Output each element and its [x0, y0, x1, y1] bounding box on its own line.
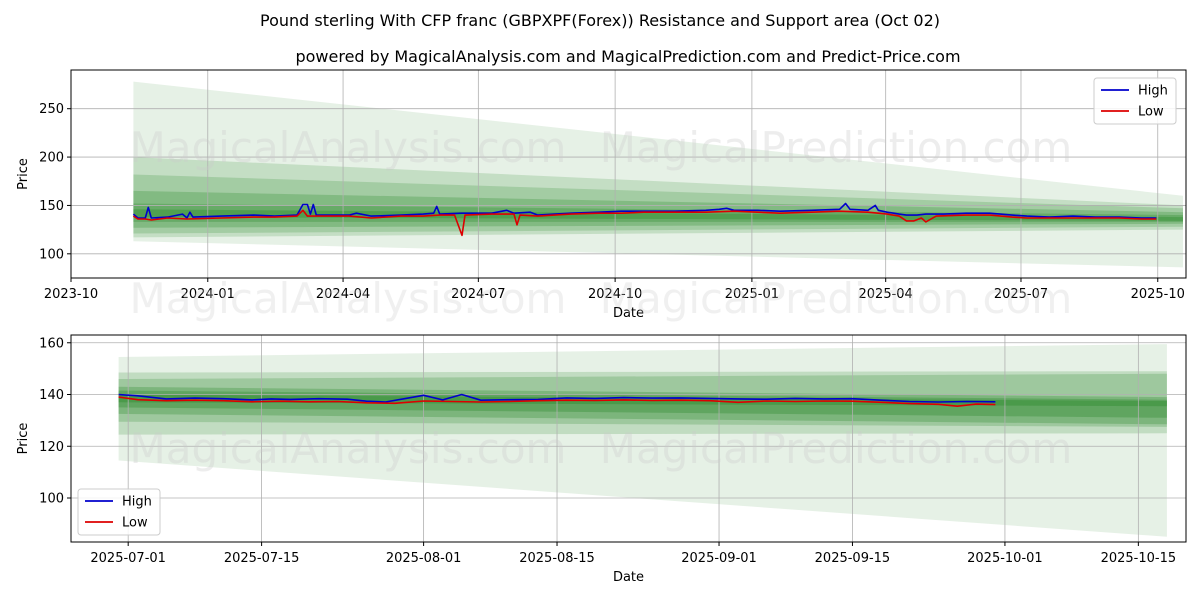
band-0 [133, 81, 1183, 268]
x-tick-label: 2025-08-15 [519, 551, 595, 566]
y-tick-label: 100 [39, 492, 64, 507]
series-group [132, 202, 1157, 237]
x-tick-label: 2025-08-01 [386, 551, 462, 566]
x-tick-label: 2025-04 [859, 287, 913, 302]
legend-label-low: Low [122, 516, 148, 531]
band-group [133, 81, 1183, 268]
series-line-low [132, 209, 1157, 237]
x-tick-label: 2024-07 [451, 287, 505, 302]
watermark-prediction: MagicalPrediction.com [600, 123, 1073, 172]
legend-label-high: High [122, 495, 152, 510]
x-tick-label: 2025-10 [1131, 287, 1185, 302]
x-tick-label: 2025-10-01 [967, 551, 1043, 566]
tick-group: 2023-10 2024-01 2024-04 2024-07 2024-10 2025-… [39, 102, 1185, 302]
x-tick-label: 2025-09-15 [815, 551, 891, 566]
x-tick-label: 2025-07 [994, 287, 1048, 302]
y-tick-label: 250 [39, 102, 64, 117]
x-tick-label: 2025-09-01 [681, 551, 757, 566]
axes-frame [70, 69, 1187, 279]
tick-group: 2025-07-01 2025-07-15 2025-08-01 2025-08-15… [39, 336, 1176, 566]
band-0 [118, 344, 1167, 537]
bottom-panel: MagicalAnalysis.com MagicalPrediction.co… [16, 274, 1187, 585]
series-group [118, 393, 996, 408]
watermark-analysis: MagicalAnalysis.com [130, 274, 567, 323]
chart-title: Pound sterling With CFP franc (GBPXPF(Fo… [260, 11, 940, 30]
x-tick-label: 2025-07-01 [90, 551, 166, 566]
y-tick-label: 160 [39, 336, 64, 351]
chart-subtitle: powered by MagicalAnalysis.com and Magic… [295, 47, 960, 66]
x-axis-label: Date [613, 570, 644, 585]
x-tick-label: 2024-10 [588, 287, 642, 302]
y-tick-label: 120 [39, 440, 64, 455]
band-3 [118, 386, 1167, 425]
legend-label-low: Low [1138, 105, 1164, 120]
legend: High Low [77, 488, 161, 536]
band-1 [133, 157, 1183, 238]
x-tick-label: 2024-01 [181, 287, 235, 302]
series-line-low [118, 396, 996, 408]
y-axis-label: Price [16, 158, 31, 190]
band-1 [118, 371, 1167, 435]
watermark-prediction: MagicalPrediction.com [600, 274, 1073, 323]
top-panel: MagicalAnalysis.com MagicalPrediction.co… [16, 69, 1187, 321]
series-line-high [118, 393, 996, 403]
x-tick-label: 2025-01 [725, 287, 779, 302]
y-tick-label: 100 [39, 247, 64, 262]
grid-group [71, 335, 1186, 542]
axes-frame [70, 334, 1187, 543]
y-axis-label: Price [16, 423, 31, 455]
legend-label-high: High [1138, 84, 1168, 99]
series-line-high [132, 202, 1157, 219]
x-axis-label: Date [613, 306, 644, 321]
x-tick-label: 2025-07-15 [224, 551, 300, 566]
watermark-prediction: MagicalPrediction.com [600, 424, 1073, 473]
x-tick-label: 2024-04 [316, 287, 370, 302]
x-tick-label: 2025-10-15 [1101, 551, 1177, 566]
watermark-group: MagicalAnalysis.com MagicalPrediction.co… [130, 274, 1073, 473]
watermark-group: MagicalAnalysis.com MagicalPrediction.co… [130, 123, 1073, 172]
band-4 [118, 390, 1167, 418]
y-tick-label: 200 [39, 151, 64, 166]
watermark-analysis: MagicalAnalysis.com [130, 123, 567, 172]
y-tick-label: 150 [39, 199, 64, 214]
legend: High Low [1093, 77, 1177, 125]
watermark-analysis: MagicalAnalysis.com [130, 424, 567, 473]
y-tick-label: 140 [39, 388, 64, 403]
x-tick-label: 2023-10 [44, 287, 98, 302]
